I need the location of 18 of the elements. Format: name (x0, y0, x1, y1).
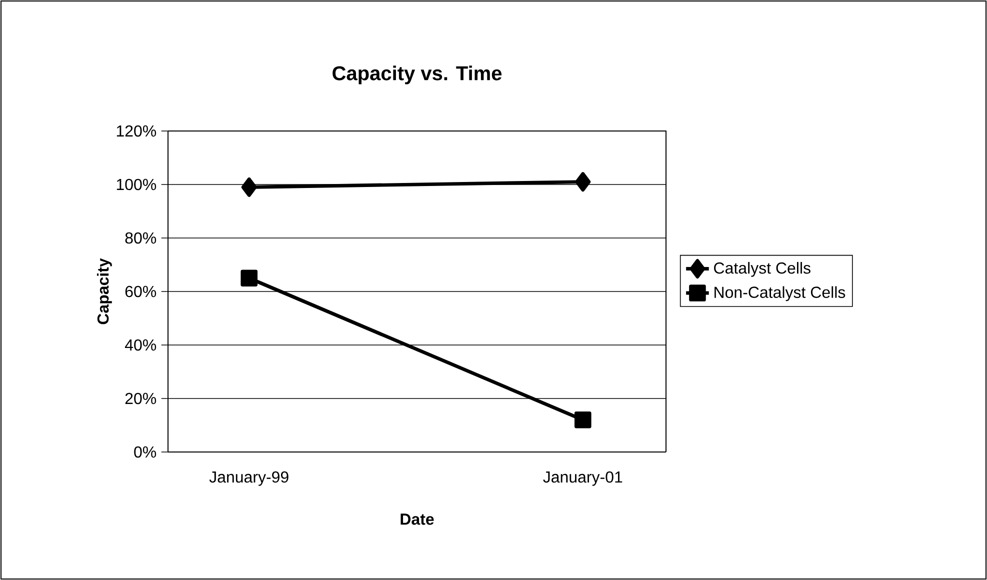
y-tick-label: 20% (125, 392, 156, 404)
y-tick-label: 0% (134, 446, 156, 458)
y-tick-label: 40% (124, 339, 156, 351)
point (240, 270, 258, 287)
point (574, 411, 592, 428)
y-tick-label: 120% (116, 125, 156, 137)
y-tick-label: 100% (116, 178, 156, 190)
x-tick-label: January-99 (209, 471, 288, 486)
y-axis-title: Capacity (96, 258, 112, 324)
x-axis-title: Date (400, 514, 434, 525)
chart-title: Capacity vs. Time (332, 66, 502, 84)
legend-label: Catalyst Cells (714, 262, 810, 277)
point (241, 177, 257, 197)
y-tick-label: 80% (125, 232, 156, 244)
legend-label: Non-Catalyst Cells (714, 286, 846, 302)
y-tick-label: 60% (125, 286, 156, 298)
point (575, 172, 591, 192)
x-tick-label: January-01 (543, 471, 622, 486)
